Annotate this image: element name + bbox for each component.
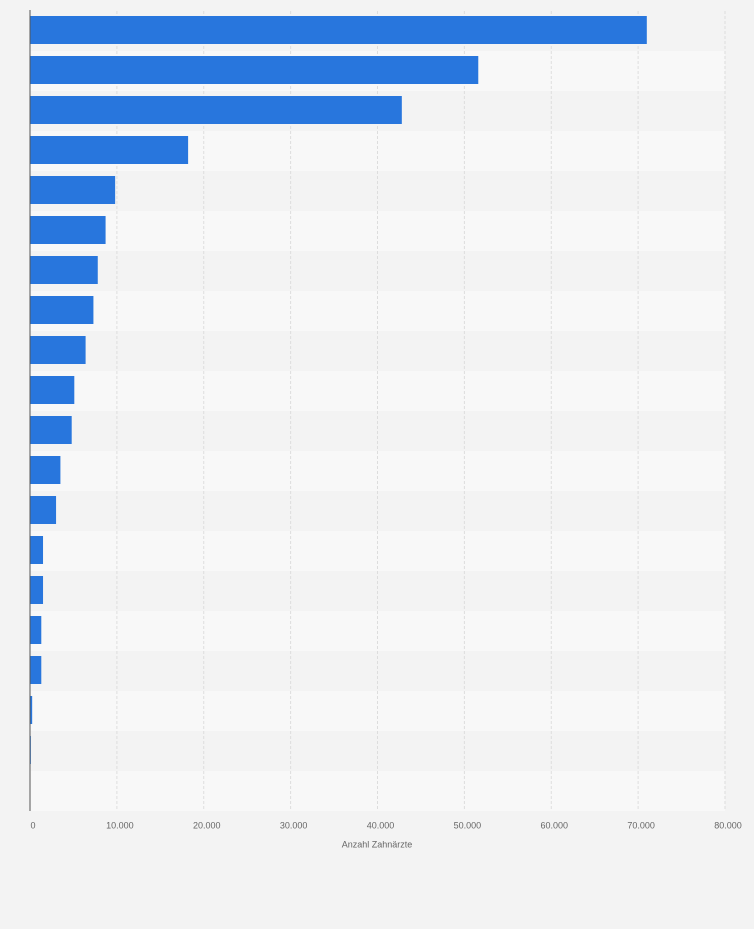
x-tick-label: 10.000 <box>106 820 134 830</box>
bar <box>30 456 61 484</box>
bar <box>30 96 402 124</box>
bar <box>30 16 647 44</box>
x-tick-label: 80.000 <box>714 820 742 830</box>
bar <box>30 136 189 164</box>
x-tick-label: 20.000 <box>193 820 221 830</box>
bar <box>30 216 106 244</box>
bar <box>30 616 42 644</box>
bar <box>30 536 44 564</box>
x-tick-label: 0 <box>30 820 35 830</box>
bar <box>30 176 116 204</box>
bar <box>30 576 44 604</box>
x-tick-label: 70.000 <box>627 820 655 830</box>
bar <box>30 256 98 284</box>
bar <box>30 296 94 324</box>
bar <box>30 496 57 524</box>
x-axis-title: Anzahl Zahnärzte <box>342 839 413 849</box>
bar <box>30 656 42 684</box>
bar <box>30 336 86 364</box>
bar <box>30 56 479 84</box>
x-tick-label: 40.000 <box>367 820 395 830</box>
bar <box>30 376 75 404</box>
x-tick-label: 60.000 <box>540 820 568 830</box>
x-tick-label: 30.000 <box>280 820 308 830</box>
bar <box>30 416 72 444</box>
bar <box>30 696 33 724</box>
x-tick-label: 50.000 <box>454 820 482 830</box>
